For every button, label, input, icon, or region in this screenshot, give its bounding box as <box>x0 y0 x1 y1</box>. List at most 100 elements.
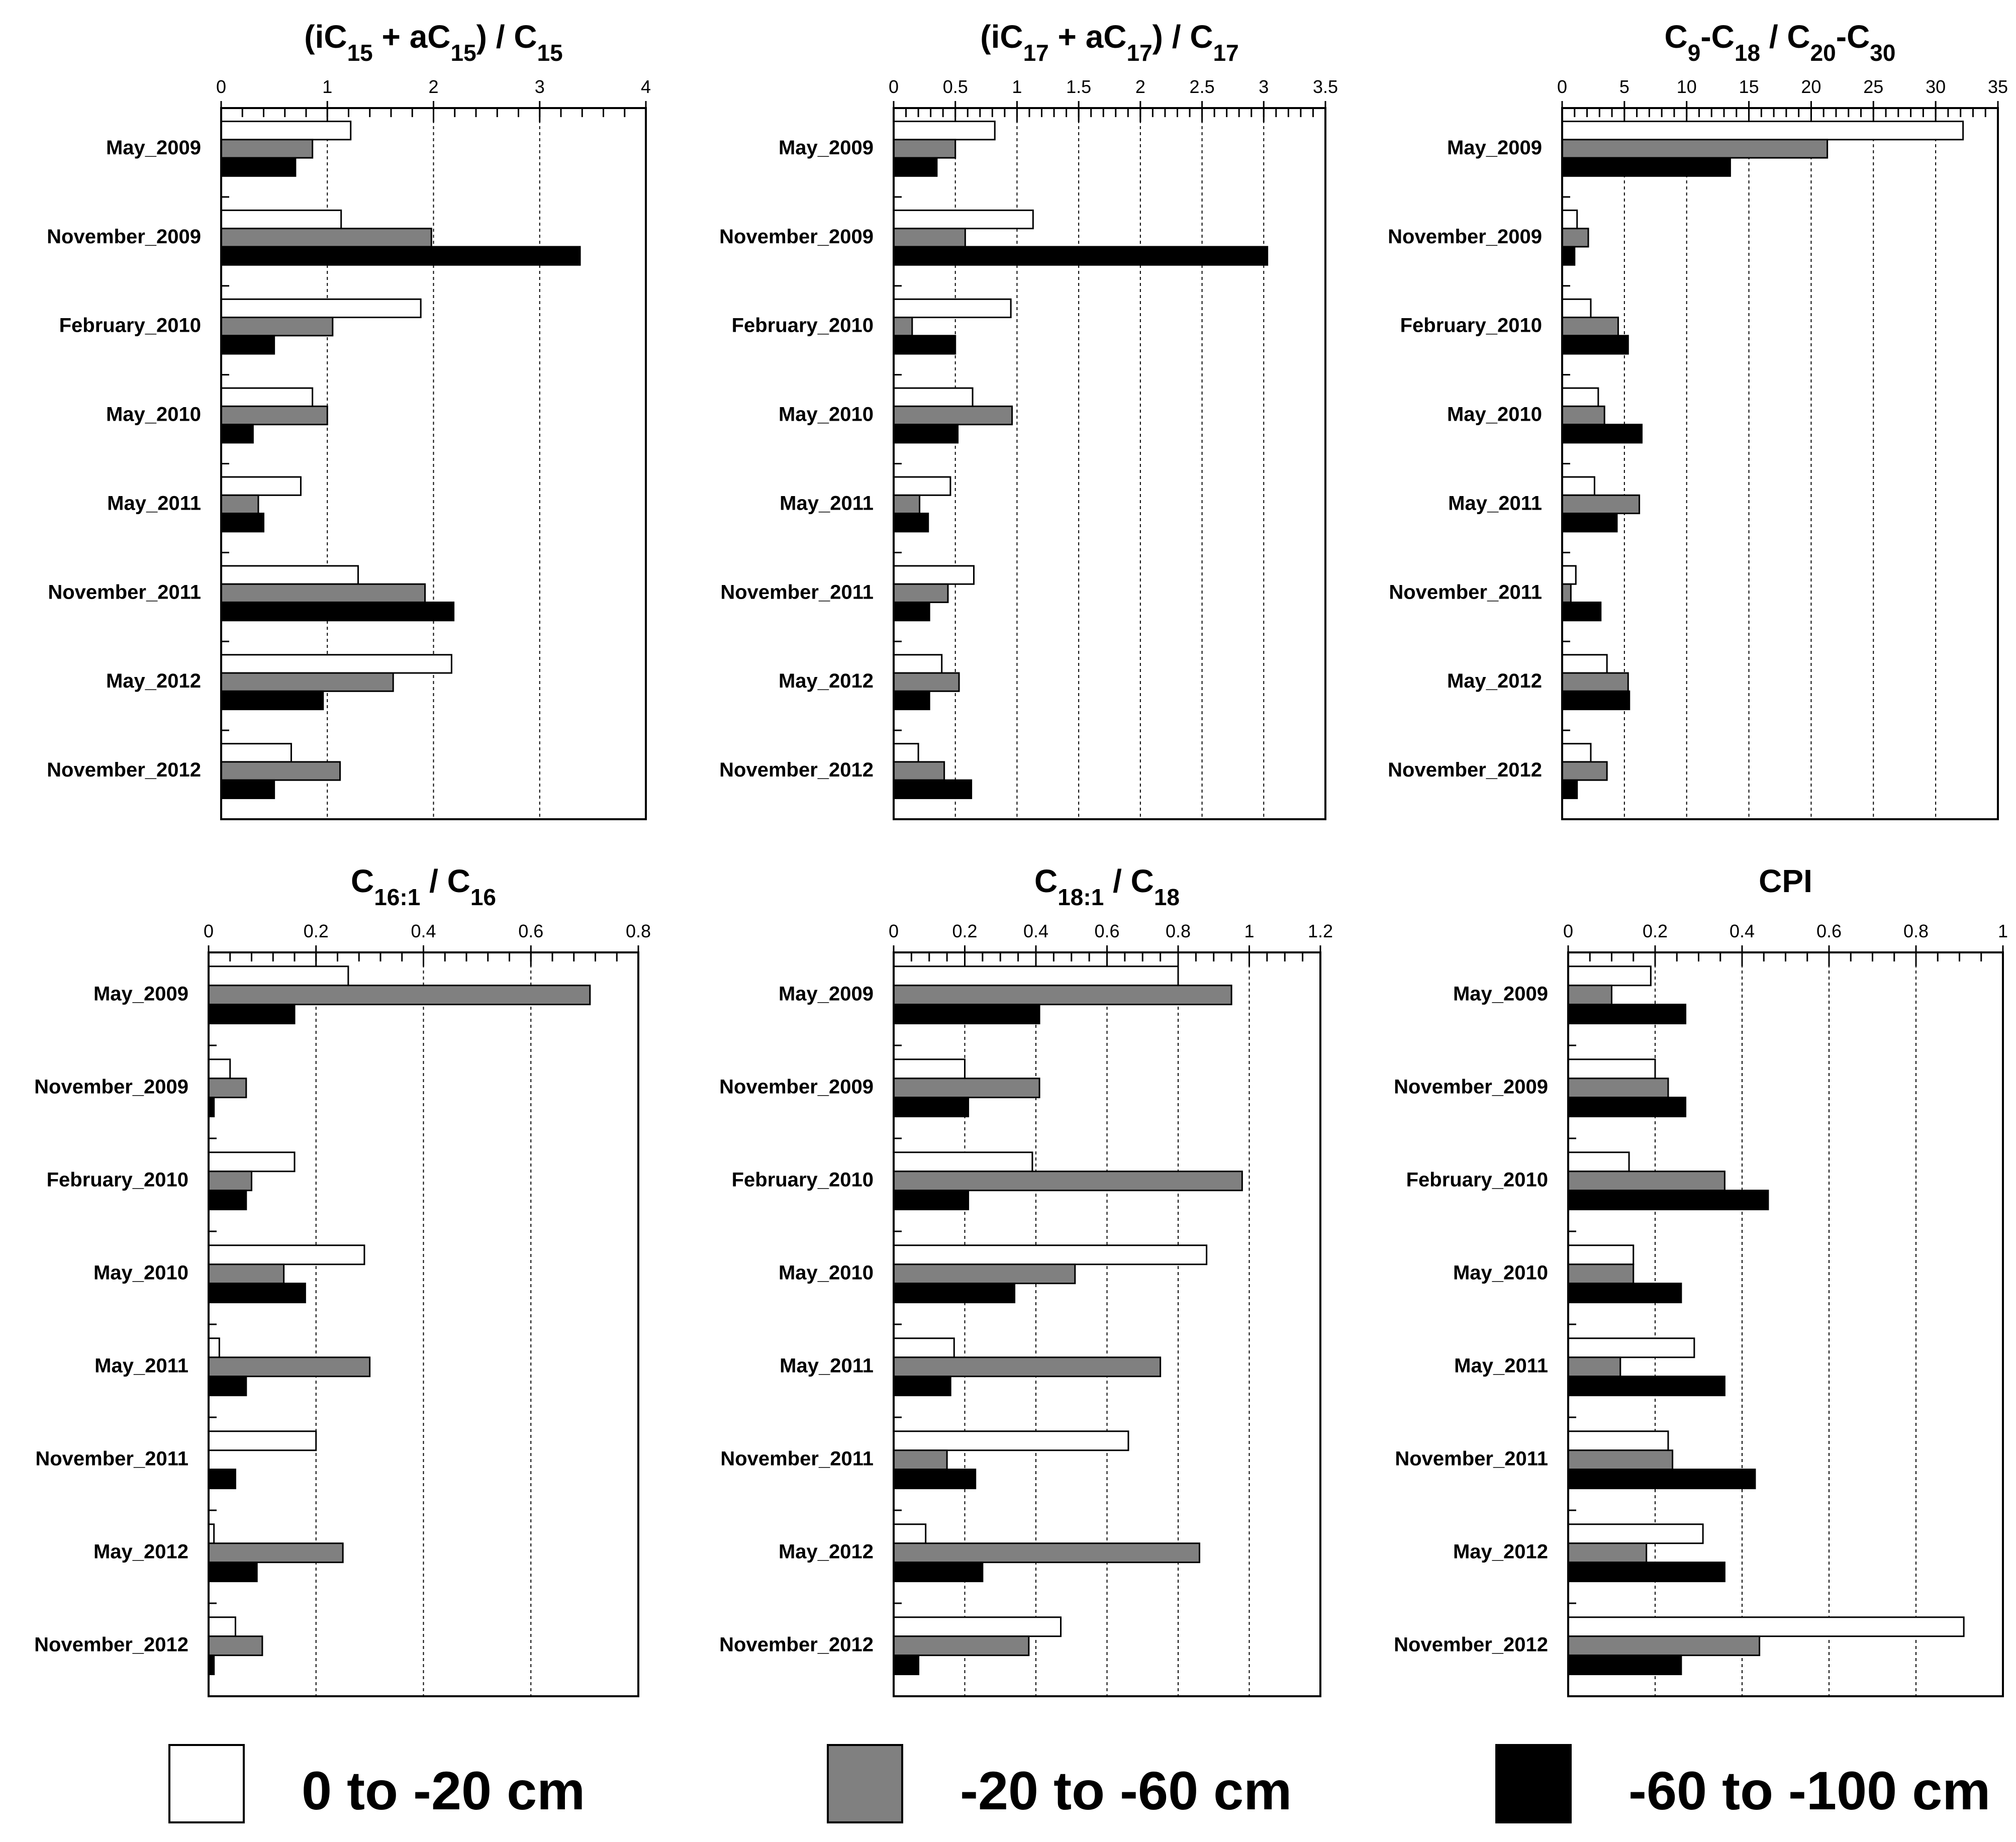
bar-1-1-0 <box>893 209 1034 230</box>
bar-1-0-0 <box>893 121 996 141</box>
bar-4-1-2 <box>893 1097 970 1118</box>
category-label-5-4: May_2011 <box>1454 1355 1548 1377</box>
bar-1-6-1 <box>893 672 960 692</box>
legend-label-60-100: -60 to -100 cm <box>1628 1760 1991 1821</box>
tick-label-5-4: 0.8 <box>1903 921 1929 941</box>
bar-2-0-2 <box>1561 157 1731 177</box>
bar-1-5-0 <box>893 565 975 585</box>
bar-0-2-2 <box>220 335 275 355</box>
bar-4-5-2 <box>893 1469 977 1490</box>
bar-2-7-2 <box>1561 779 1578 799</box>
bar-4-5-0 <box>893 1430 1129 1451</box>
tick-label-1-0: 0 <box>889 76 899 97</box>
tick-label-3-0: 0 <box>204 921 214 941</box>
bar-2-5-1 <box>1561 583 1572 603</box>
tick-label-2-3: 15 <box>1739 76 1759 97</box>
bar-5-5-2 <box>1567 1469 1756 1490</box>
bar-0-1-0 <box>220 209 342 230</box>
bar-4-6-1 <box>893 1542 1200 1564</box>
bar-4-4-0 <box>893 1337 955 1359</box>
bar-0-4-1 <box>220 494 259 515</box>
bar-3-6-1 <box>208 1542 344 1564</box>
plot-frame-5 <box>1567 951 2004 1697</box>
tick-label-0-2: 2 <box>428 76 438 97</box>
bar-5-6-1 <box>1567 1542 1648 1564</box>
category-label-2-0: May_2009 <box>1447 137 1542 159</box>
bar-2-5-2 <box>1561 601 1602 622</box>
bar-0-2-1 <box>220 317 334 337</box>
bar-3-7-1 <box>208 1635 263 1657</box>
tick-label-5-5: 1 <box>1998 921 2008 941</box>
bar-0-0-0 <box>220 121 352 141</box>
category-label-4-4: May_2011 <box>780 1355 874 1377</box>
category-label-3-2: February_2010 <box>47 1169 188 1191</box>
bar-3-6-2 <box>208 1562 258 1583</box>
plot-frame-3 <box>208 951 639 1697</box>
legend-label-0-20: 0 to -20 cm <box>302 1760 586 1821</box>
bar-3-1-1 <box>208 1078 247 1099</box>
bar-2-7-0 <box>1561 743 1592 763</box>
legend-swatch-60-100 <box>1495 1744 1572 1823</box>
bar-5-4-1 <box>1567 1356 1621 1378</box>
bar-4-1-1 <box>893 1078 1040 1099</box>
bar-1-6-2 <box>893 690 930 711</box>
chart-title-1: (iC17 + aC17) / C17 <box>980 19 1238 66</box>
chart-title-4: C18:1 / C18 <box>1034 863 1180 910</box>
bar-0-6-1 <box>220 672 394 692</box>
bar-3-4-0 <box>208 1337 220 1359</box>
bar-5-5-0 <box>1567 1430 1669 1451</box>
bar-2-1-1 <box>1561 228 1589 248</box>
bar-5-4-2 <box>1567 1376 1725 1397</box>
category-label-3-0: May_2009 <box>93 983 188 1005</box>
bar-4-4-1 <box>893 1356 1162 1378</box>
category-label-2-7: November_2012 <box>1388 759 1542 781</box>
bar-1-3-2 <box>893 424 959 444</box>
bar-4-0-0 <box>893 965 1179 987</box>
category-label-1-7: November_2012 <box>719 759 874 781</box>
category-label-4-5: November_2011 <box>720 1448 874 1470</box>
bar-0-1-2 <box>220 246 581 266</box>
bar-2-6-1 <box>1561 672 1629 692</box>
chart-title-2: C9-C18 / C20-C30 <box>1665 19 1896 66</box>
bar-3-2-1 <box>208 1171 252 1192</box>
tick-label-5-0: 0 <box>1563 921 1573 941</box>
category-label-3-3: May_2010 <box>93 1262 188 1284</box>
tick-label-4-5: 1 <box>1244 921 1254 941</box>
bar-0-6-0 <box>220 654 452 674</box>
bar-1-7-0 <box>893 743 919 763</box>
bar-0-1-1 <box>220 228 432 248</box>
bar-5-3-1 <box>1567 1264 1635 1285</box>
tick-label-4-4: 0.8 <box>1166 921 1191 941</box>
bar-5-6-0 <box>1567 1523 1704 1544</box>
bar-5-7-1 <box>1567 1635 1761 1657</box>
category-label-3-1: November_2009 <box>34 1076 188 1098</box>
bar-5-0-0 <box>1567 965 1652 987</box>
bar-0-2-0 <box>220 298 422 319</box>
bar-5-4-0 <box>1567 1337 1695 1359</box>
category-label-5-6: May_2012 <box>1453 1541 1548 1563</box>
bar-2-3-1 <box>1561 405 1605 426</box>
tick-label-5-1: 0.2 <box>1643 921 1668 941</box>
bar-2-2-1 <box>1561 317 1619 337</box>
tick-label-5-3: 0.6 <box>1816 921 1842 941</box>
plot-frame-2 <box>1561 107 1999 820</box>
plot-frame-0 <box>220 107 647 820</box>
bar-1-7-2 <box>893 779 973 799</box>
bar-0-4-0 <box>220 476 302 496</box>
bar-1-5-2 <box>893 601 930 622</box>
bar-1-4-2 <box>893 513 929 533</box>
tick-label-4-2: 0.4 <box>1023 921 1048 941</box>
tick-label-2-2: 10 <box>1677 76 1697 97</box>
category-label-2-5: November_2011 <box>1389 581 1542 603</box>
bar-5-0-1 <box>1567 985 1612 1006</box>
plot-frame-1 <box>893 107 1326 820</box>
category-label-0-3: May_2010 <box>106 404 201 426</box>
category-label-1-1: November_2009 <box>719 226 874 248</box>
category-label-5-2: February_2010 <box>1406 1169 1548 1191</box>
bar-1-2-1 <box>893 317 913 337</box>
bar-1-1-2 <box>893 246 1269 266</box>
bar-5-2-0 <box>1567 1151 1630 1173</box>
bar-0-5-2 <box>220 601 455 622</box>
chart-title-3: C16:1 / C16 <box>351 863 496 910</box>
